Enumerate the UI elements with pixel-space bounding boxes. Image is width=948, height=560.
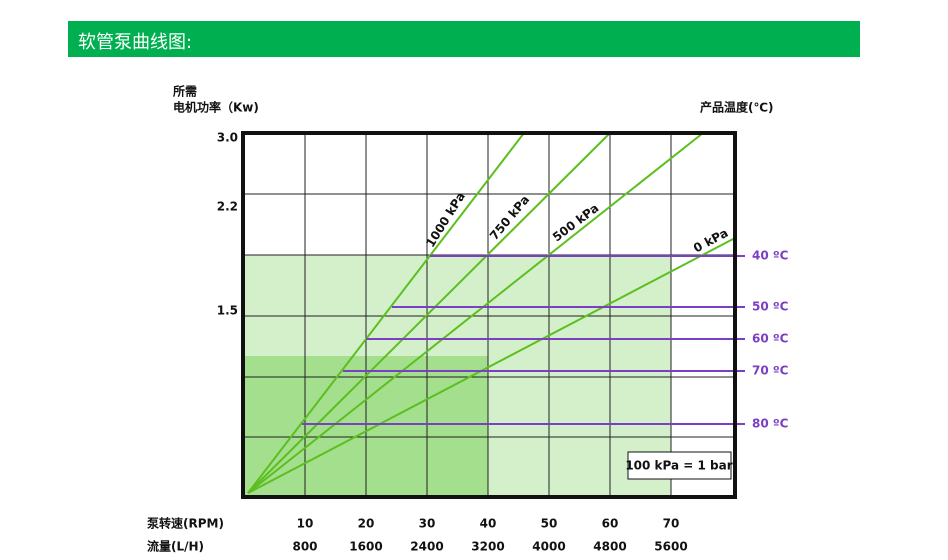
temperature-label: 50 ºC (752, 300, 789, 314)
pressure-label: 500 kPa (550, 201, 601, 245)
x-tick-label: 40 (480, 517, 497, 531)
temperature-label: 40 ºC (752, 249, 789, 263)
x-tick-label: 20 (358, 517, 375, 531)
pressure-line (247, 237, 736, 494)
x-tick-label: 50 (541, 517, 558, 531)
x-tick-label: 800 (292, 540, 317, 554)
x-tick-label: 60 (602, 517, 619, 531)
y-tick-label: 2.2 (217, 200, 238, 214)
temperature-label: 70 ºC (752, 364, 789, 378)
x-tick-label: 2400 (410, 540, 443, 554)
x-tick-label: 1600 (349, 540, 382, 554)
pressure-line (247, 132, 704, 494)
pressure-label: 1000 kPa (423, 190, 468, 250)
x-tick-label: 4800 (593, 540, 626, 554)
plot-border (241, 131, 737, 499)
y-tick-label: 1.5 (217, 304, 238, 318)
right-label: 产品温度(℃) (700, 100, 774, 115)
x-tick-label: 30 (419, 517, 436, 531)
note: 100 kPa = 1 bar (625, 459, 732, 473)
x-tick-label: 3200 (471, 540, 504, 554)
x-tick-label: 70 (663, 517, 680, 531)
header-bar: 软管泵曲线图: (68, 21, 860, 57)
pressure-line (247, 132, 611, 494)
x-tick-label: 4000 (532, 540, 565, 554)
note-box (627, 451, 732, 480)
x-row-label: 泵转速(RPM) (147, 516, 224, 531)
y-tick-label: 3.0 (217, 131, 238, 145)
x-row-label: 流量(L/H) (147, 539, 204, 554)
temperature-label: 80 ºC (752, 417, 789, 431)
y-axis-label: 电机功率（Kw) (173, 100, 259, 115)
x-tick-label: 5600 (654, 540, 687, 554)
temperature-label: 60 ºC (752, 332, 789, 346)
x-tick-label: 10 (297, 517, 314, 531)
pressure-line (247, 132, 525, 494)
y-axis-label: 所需 (173, 84, 197, 99)
header-title: 软管泵曲线图: (78, 32, 193, 53)
